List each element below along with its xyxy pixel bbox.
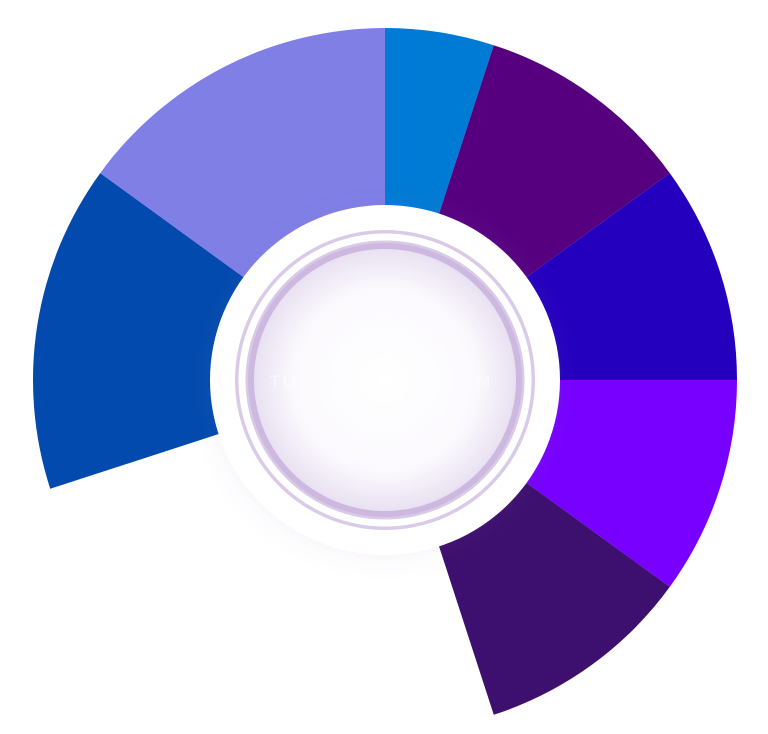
center-label-right: M <box>476 373 493 393</box>
ring-segment-4 <box>524 380 737 587</box>
ring-segment-5 <box>438 481 670 715</box>
ring-segment-7 <box>100 28 386 279</box>
center-label-left: TU <box>269 373 297 393</box>
hub-ring <box>238 233 532 527</box>
ring-segment-2 <box>438 45 670 279</box>
center-hub: TU M <box>207 202 563 558</box>
ring-segment-6 <box>33 173 246 489</box>
ring-segment-3 <box>524 173 737 380</box>
hub-face <box>254 249 516 511</box>
ring-segment-1 <box>385 28 494 217</box>
ring-segments <box>33 28 737 715</box>
